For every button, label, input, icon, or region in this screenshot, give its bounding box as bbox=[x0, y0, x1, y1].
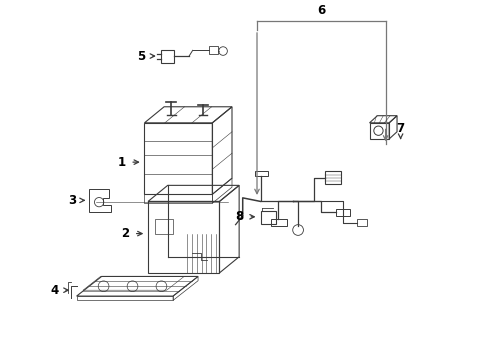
Text: 3: 3 bbox=[68, 194, 76, 207]
Text: 1: 1 bbox=[117, 156, 125, 168]
Bar bbox=[160, 50, 174, 63]
Text: 8: 8 bbox=[235, 210, 244, 223]
Bar bbox=[260, 211, 275, 224]
Text: 7: 7 bbox=[396, 122, 404, 135]
Bar bbox=[356, 219, 366, 226]
Text: 4: 4 bbox=[50, 284, 59, 297]
Text: 6: 6 bbox=[317, 4, 325, 17]
Text: 2: 2 bbox=[121, 227, 129, 240]
Text: 5: 5 bbox=[137, 50, 145, 63]
Bar bbox=[155, 219, 173, 234]
Bar bbox=[208, 46, 217, 54]
